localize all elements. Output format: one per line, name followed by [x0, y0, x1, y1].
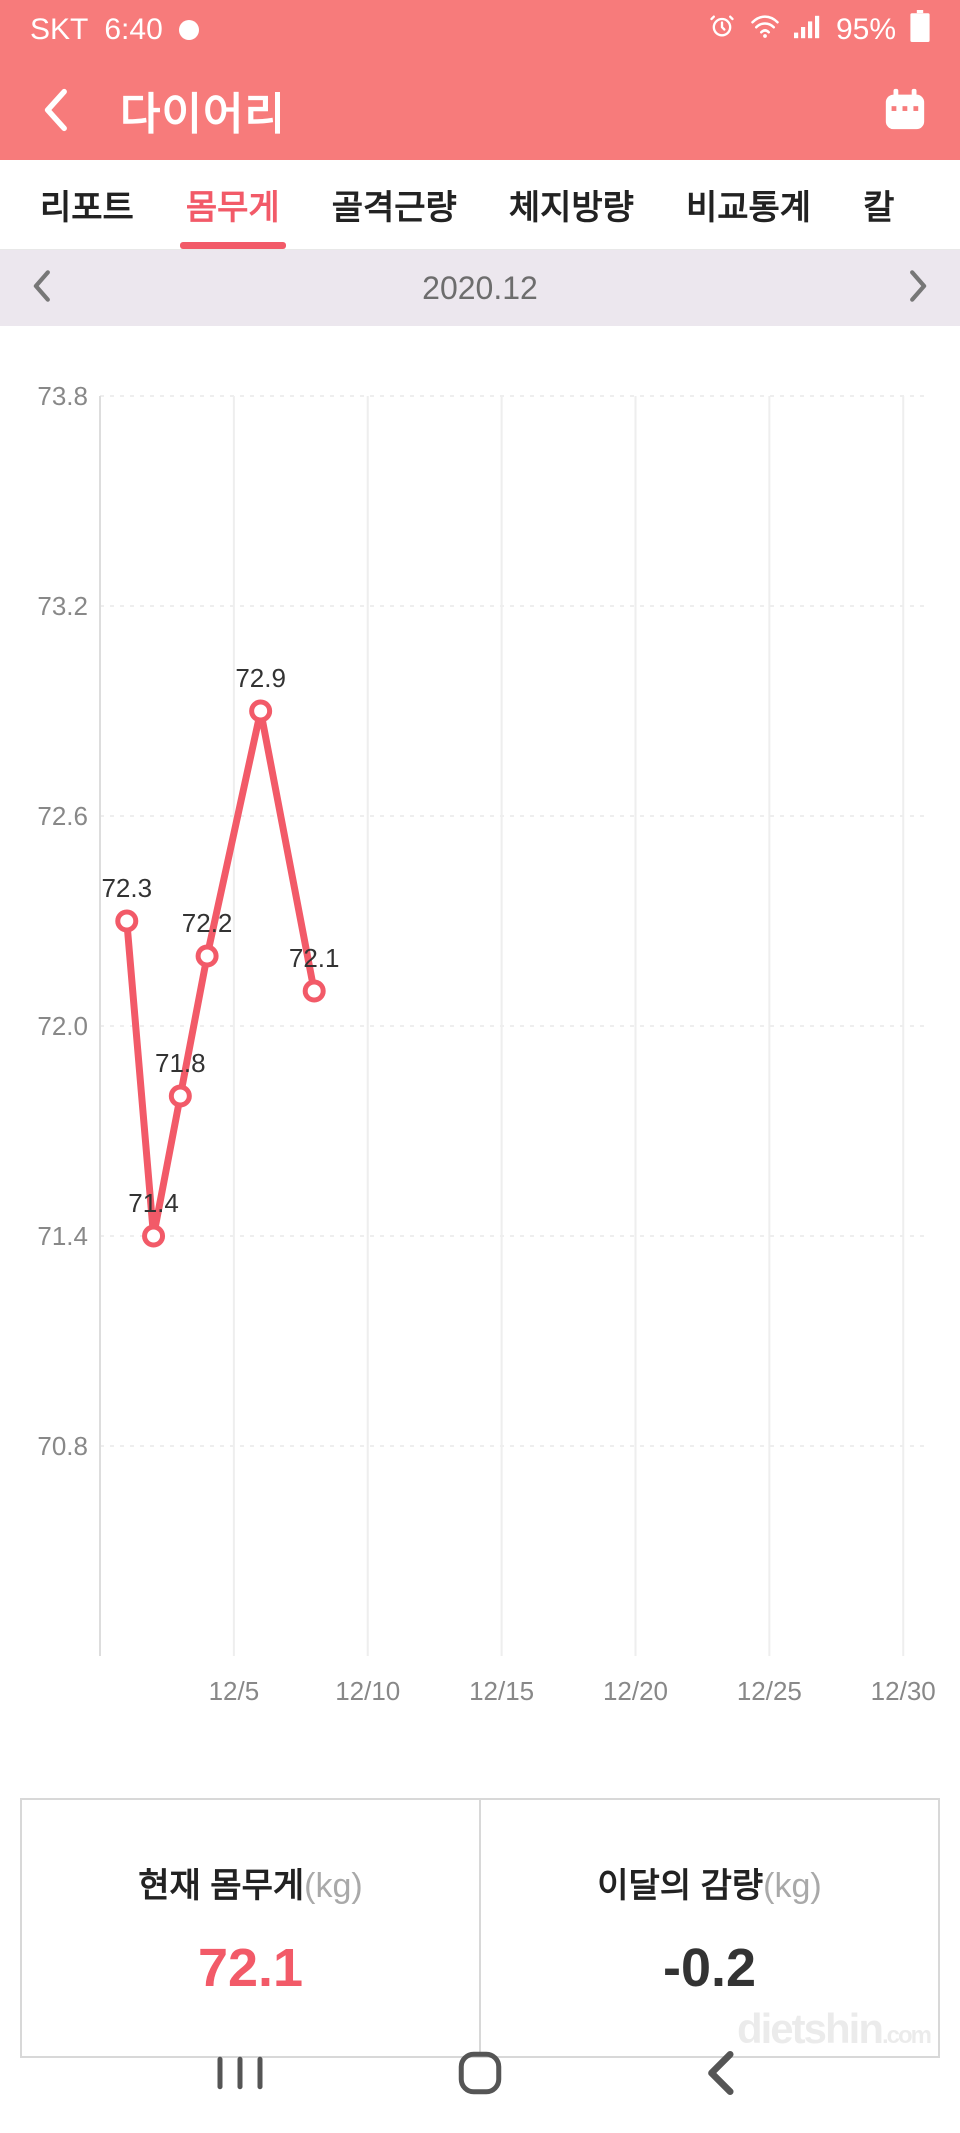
svg-text:70.8: 70.8: [37, 1431, 88, 1461]
tab-weight[interactable]: 몸무게: [160, 160, 306, 249]
current-weight-value: 72.1: [198, 1937, 303, 1999]
tab-calorie[interactable]: 칼: [837, 160, 920, 249]
month-delta-label-text: 이달의 감량: [597, 1867, 763, 1905]
status-bar: SKT 6:40 95%: [0, 0, 960, 60]
svg-text:73.2: 73.2: [37, 591, 88, 621]
month-selector: 2020.12: [0, 250, 960, 326]
svg-text:72.1: 72.1: [289, 943, 340, 973]
svg-text:72.9: 72.9: [235, 663, 286, 693]
tab-bodyfat[interactable]: 체지방량: [483, 160, 660, 249]
carrier-label: SKT: [30, 13, 88, 47]
svg-text:12/15: 12/15: [469, 1676, 534, 1706]
tab-compare[interactable]: 비교통계: [660, 160, 837, 249]
month-label: 2020.12: [422, 270, 538, 307]
month-delta-unit: (kg): [763, 1867, 822, 1905]
page-title: 다이어리: [120, 78, 880, 142]
battery-icon: [910, 10, 930, 50]
clock-label: 6:40: [104, 13, 162, 47]
signal-icon: [794, 13, 822, 47]
tab-report[interactable]: 리포트: [14, 160, 160, 249]
svg-text:72.0: 72.0: [37, 1011, 88, 1041]
weight-chart-svg: 70.8 71.4 72.0 72.6 73.2 73.8 12/5 12/10 12/15 12…: [20, 356, 940, 1756]
svg-text:12/25: 12/25: [737, 1676, 802, 1706]
svg-text:72.6: 72.6: [37, 801, 88, 831]
prev-month-button[interactable]: [30, 269, 52, 308]
svg-text:71.8: 71.8: [155, 1048, 206, 1078]
home-button[interactable]: [440, 2033, 520, 2113]
svg-text:12/30: 12/30: [871, 1676, 936, 1706]
system-back-button[interactable]: [680, 2033, 760, 2113]
chat-icon: [179, 20, 199, 40]
month-delta-value: -0.2: [663, 1937, 756, 1999]
svg-text:72.2: 72.2: [182, 908, 233, 938]
system-nav-bar: [0, 2013, 960, 2133]
current-weight-unit: (kg): [304, 1867, 363, 1905]
month-delta-label: 이달의 감량(kg): [597, 1858, 821, 1907]
svg-text:71.4: 71.4: [128, 1188, 179, 1218]
status-left: SKT 6:40: [30, 13, 199, 47]
calendar-button[interactable]: [880, 85, 930, 135]
current-weight-label: 현재 몸무게(kg): [138, 1858, 362, 1907]
weight-chart: 70.8 71.4 72.0 72.6 73.2 73.8 12/5 12/10 12/15 12…: [0, 326, 960, 1776]
wifi-icon: [750, 13, 780, 47]
back-button[interactable]: [30, 88, 80, 132]
app-header: 다이어리: [0, 60, 960, 160]
svg-text:72.3: 72.3: [101, 873, 152, 903]
status-right: 95%: [708, 10, 930, 50]
tab-bar: 리포트 몸무게 골격근량 체지방량 비교통계 칼: [0, 160, 960, 250]
recents-button[interactable]: [200, 2033, 280, 2113]
alarm-icon: [708, 12, 736, 48]
svg-text:73.8: 73.8: [37, 381, 88, 411]
svg-text:12/5: 12/5: [209, 1676, 260, 1706]
svg-text:71.4: 71.4: [37, 1221, 88, 1251]
tab-muscle[interactable]: 골격근량: [306, 160, 483, 249]
svg-text:12/20: 12/20: [603, 1676, 668, 1706]
current-weight-label-text: 현재 몸무게: [138, 1867, 304, 1905]
next-month-button[interactable]: [908, 269, 930, 308]
battery-pct: 95%: [836, 13, 896, 47]
svg-text:12/10: 12/10: [335, 1676, 400, 1706]
